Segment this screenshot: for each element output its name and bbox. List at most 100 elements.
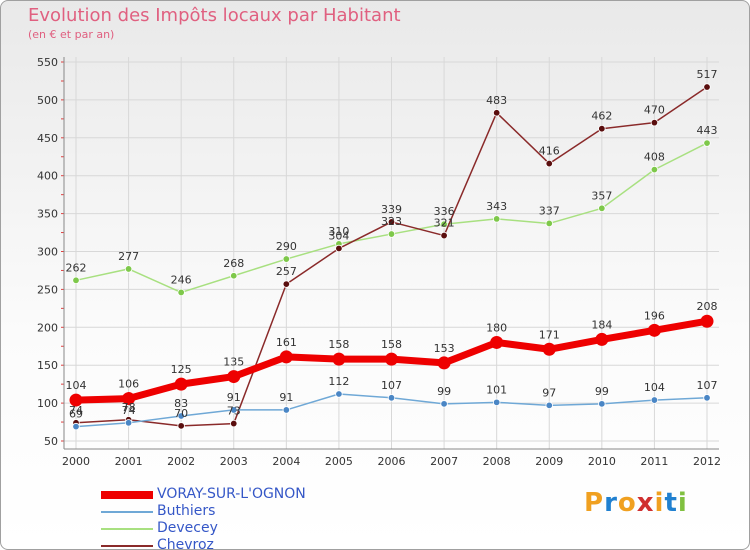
data-label: 158 xyxy=(381,338,402,351)
y-tick-label: 350 xyxy=(37,208,58,221)
data-label: 277 xyxy=(118,250,139,263)
data-label: 470 xyxy=(644,104,665,117)
data-label: 310 xyxy=(328,225,349,238)
data-label: 517 xyxy=(697,68,718,81)
data-label: 107 xyxy=(381,379,402,392)
data-label: 91 xyxy=(227,391,241,404)
data-label: 97 xyxy=(542,386,556,399)
data-point xyxy=(598,400,606,408)
data-label: 101 xyxy=(486,383,507,396)
data-label: 184 xyxy=(591,318,612,331)
data-label: 74 xyxy=(122,404,136,417)
data-label: 69 xyxy=(69,408,83,421)
x-tick-label: 2012 xyxy=(693,455,721,468)
x-tick-label: 2000 xyxy=(62,455,90,468)
data-label: 337 xyxy=(539,204,560,217)
data-point xyxy=(282,406,291,414)
legend-label: Buthiers xyxy=(157,503,216,519)
data-label: 158 xyxy=(328,338,349,351)
y-tick-label: 500 xyxy=(37,94,58,107)
data-label: 336 xyxy=(434,205,455,218)
data-label: 112 xyxy=(328,375,349,388)
data-label: 304 xyxy=(328,229,349,242)
data-point xyxy=(542,342,556,356)
data-label: 104 xyxy=(644,381,665,394)
data-point xyxy=(703,139,711,147)
data-label: 73 xyxy=(227,405,241,418)
data-point xyxy=(440,400,448,408)
data-label: 357 xyxy=(591,189,612,202)
data-point xyxy=(598,204,606,212)
data-label: 104 xyxy=(66,379,87,392)
data-label: 107 xyxy=(697,379,718,392)
data-point xyxy=(490,335,504,349)
data-point xyxy=(124,419,133,427)
data-label: 483 xyxy=(486,94,507,107)
data-point xyxy=(282,255,291,263)
proxiti-logo: Proxiti xyxy=(584,488,688,518)
data-point xyxy=(335,390,343,398)
x-tick-label: 2003 xyxy=(220,455,248,468)
data-point xyxy=(492,398,501,407)
data-label: 99 xyxy=(595,385,609,398)
logo-letter: r xyxy=(604,488,618,518)
data-label: 196 xyxy=(644,309,665,322)
data-point xyxy=(177,412,185,420)
data-point xyxy=(174,377,188,391)
data-point xyxy=(545,219,553,228)
data-label: 462 xyxy=(591,110,612,123)
y-tick-label: 50 xyxy=(44,435,58,448)
data-point xyxy=(124,265,133,273)
data-label: 74 xyxy=(69,404,83,417)
data-point xyxy=(177,288,185,297)
legend-swatch xyxy=(101,528,153,530)
data-point xyxy=(230,272,238,280)
data-point xyxy=(72,276,80,285)
data-point xyxy=(69,393,83,407)
data-label: 83 xyxy=(174,397,188,410)
logo-letter: t xyxy=(664,488,678,518)
data-point xyxy=(545,401,553,410)
logo-letter: o xyxy=(617,488,637,518)
data-label: 268 xyxy=(223,257,244,270)
data-point xyxy=(545,159,553,168)
data-point xyxy=(230,419,238,428)
data-label: 171 xyxy=(539,328,560,341)
data-label: 70 xyxy=(174,407,188,420)
data-point xyxy=(650,396,659,404)
data-label: 443 xyxy=(697,124,718,137)
y-tick-label: 400 xyxy=(37,170,58,183)
data-label: 416 xyxy=(539,145,560,158)
data-label: 208 xyxy=(697,300,718,313)
y-tick-label: 550 xyxy=(37,56,58,69)
data-label: 153 xyxy=(434,342,455,355)
x-tick-label: 2005 xyxy=(325,455,353,468)
data-point xyxy=(72,422,80,431)
data-label: 323 xyxy=(381,215,402,228)
x-tick-label: 2006 xyxy=(378,455,406,468)
x-tick-label: 2009 xyxy=(535,455,563,468)
y-tick-label: 100 xyxy=(37,397,58,410)
data-point xyxy=(703,83,711,91)
x-tick-label: 2002 xyxy=(167,455,195,468)
logo-letter: i xyxy=(677,488,688,518)
y-tick-label: 450 xyxy=(37,132,58,145)
chart-title: Evolution des Impôts locaux par Habitant xyxy=(28,5,401,26)
x-tick-label: 2001 xyxy=(115,455,143,468)
data-point xyxy=(492,215,501,223)
data-label: 161 xyxy=(276,336,297,349)
data-label: 78 xyxy=(122,401,136,414)
data-label: 106 xyxy=(118,378,139,391)
data-point xyxy=(440,231,448,240)
data-point xyxy=(227,370,241,384)
data-point xyxy=(437,356,451,370)
data-point xyxy=(387,394,396,402)
y-tick-label: 200 xyxy=(37,321,58,334)
data-label: 257 xyxy=(276,265,297,278)
data-label: 135 xyxy=(223,356,244,369)
data-label: 91 xyxy=(279,391,293,404)
data-label: 290 xyxy=(276,240,297,253)
data-label: 180 xyxy=(486,321,507,334)
logo-letter: x xyxy=(636,488,655,518)
legend-label: Devecey xyxy=(157,520,218,536)
